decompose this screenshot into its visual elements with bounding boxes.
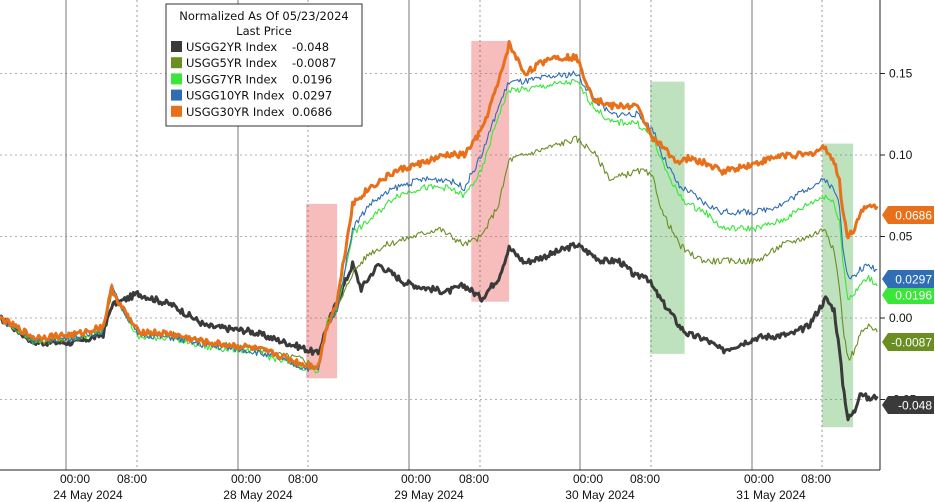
legend-swatch-1 — [171, 57, 182, 69]
legend-swatch-0 — [171, 41, 182, 52]
legend-value-4: 0.0686 — [292, 105, 332, 119]
legend-value-2: 0.0196 — [292, 72, 332, 86]
highlight-band-1 — [471, 40, 510, 302]
legend-box — [165, 3, 363, 127]
legend-swatch-3 — [171, 89, 182, 101]
series-lines — [0, 40, 879, 422]
highlight-band-3 — [822, 143, 854, 428]
legend: Normalized As Of 05/23/2024 Last Price U… — [165, 3, 363, 127]
last-value-text-1: -0.0087 — [891, 336, 932, 350]
legend-swatch-4 — [171, 105, 182, 117]
x-date-label-3: 30 May 2024 — [565, 488, 635, 502]
last-value-tag-4 — [882, 206, 934, 224]
last-value-text-3: 0.0297 — [895, 273, 932, 287]
chart-subtitle: Last Price — [236, 24, 292, 38]
x-time-label-3: 08:00 — [288, 472, 318, 486]
x-time-label-1: 08:00 — [117, 472, 147, 486]
highlight-bands — [306, 40, 854, 428]
x-time-label-7: 08:00 — [630, 472, 660, 486]
last-value-tags: -0.048 -0.0087 0.0196 0.0297 0.0686 — [882, 206, 934, 414]
y-tick-label-3: 0.00 — [889, 311, 913, 325]
legend-label-2: USGG7YR Index — [186, 72, 277, 86]
x-date-label-1: 28 May 2024 — [223, 488, 293, 502]
x-time-label-2: 00:00 — [231, 472, 261, 486]
chart-title: Normalized As Of 05/23/2024 — [179, 9, 348, 23]
x-time-label-0: 00:00 — [60, 472, 90, 486]
legend-label-4: USGG30YR Index — [186, 105, 285, 119]
y-tick-label-2: 0.05 — [889, 230, 913, 244]
highlight-band-2 — [650, 81, 685, 354]
x-date-label-2: 29 May 2024 — [394, 488, 464, 502]
x-time-label-9: 08:00 — [801, 472, 831, 486]
last-value-text-2: 0.0196 — [895, 289, 932, 303]
last-value-tag-3 — [882, 270, 934, 288]
series-line-2 — [0, 78, 878, 374]
last-value-text-0: -0.048 — [898, 399, 932, 413]
x-date-label-4: 31 May 2024 — [736, 488, 806, 502]
x-time-label-6: 00:00 — [573, 472, 603, 486]
legend-label-3: USGG10YR Index — [186, 89, 285, 103]
last-value-tag-1 — [882, 333, 934, 351]
last-value-tag-2 — [882, 286, 934, 304]
y-tick-label-0: 0.15 — [889, 67, 913, 81]
legend-value-1: -0.0087 — [292, 56, 336, 70]
legend-label-0: USGG2YR Index — [186, 40, 277, 54]
legend-label-1: USGG5YR Index — [186, 56, 277, 70]
x-time-label-5: 08:00 — [459, 472, 489, 486]
x-time-label-8: 00:00 — [744, 472, 774, 486]
series-line-4 — [0, 40, 879, 371]
y-tick-label-1: 0.10 — [889, 148, 913, 162]
legend-rows: USGG2YR Index -0.048 USGG5YR Index -0.0087 U… — [171, 40, 336, 119]
legend-value-0: -0.048 — [292, 40, 329, 54]
x-date-label-0: 24 May 2024 — [53, 488, 123, 502]
x-time-label-4: 00:00 — [401, 472, 431, 486]
series-line-0 — [0, 241, 879, 422]
legend-swatch-2 — [171, 73, 182, 85]
x-axis: 00:00 08:00 00:00 08:00 00:00 08:00 00:00 08:00… — [53, 472, 831, 502]
last-value-tag-0 — [882, 396, 934, 414]
last-value-text-4: 0.0686 — [895, 209, 932, 223]
legend-value-3: 0.0297 — [292, 89, 332, 103]
